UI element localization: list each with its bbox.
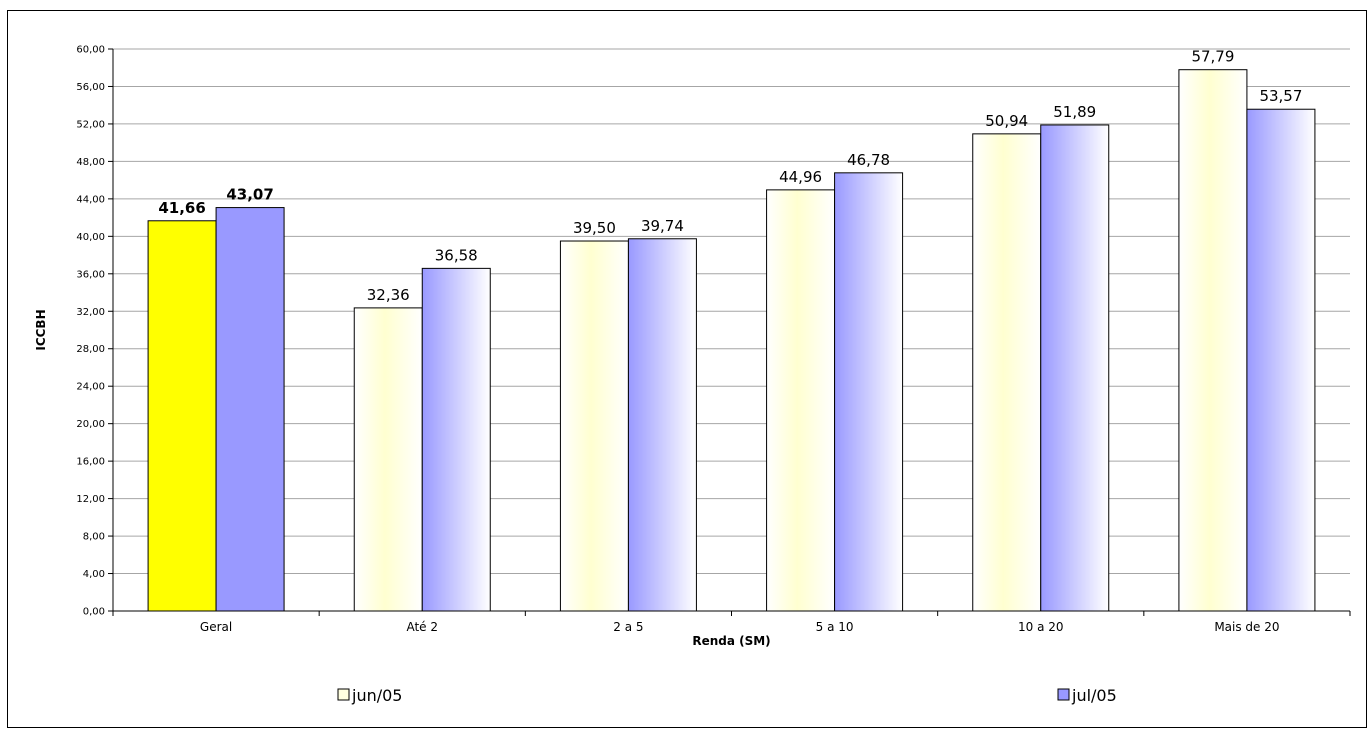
y-tick-label: 56,00 (76, 82, 105, 93)
bar-jun-05-0 (147, 220, 217, 612)
bar-jun-05-2 (559, 240, 629, 612)
x-axis-categories: Geral Até 2 2 a 5 5 a 10 10 a 20 Mais de 20 (112, 611, 1351, 634)
y-tick-label: 28,00 (76, 344, 105, 355)
y-tick-label: 4,00 (83, 569, 105, 580)
data-label: 44,96 (779, 168, 822, 186)
y-tick-label: 32,00 (76, 307, 105, 318)
bar-jul-05-0 (215, 207, 285, 612)
data-label: 53,57 (1259, 87, 1302, 105)
data-label: 39,50 (573, 219, 616, 237)
bar-jun-05-5 (1178, 69, 1248, 612)
y-tick-label: 48,00 (76, 157, 105, 168)
bar-jul-05-5 (1246, 108, 1316, 612)
y-tick-label: 0,00 (83, 607, 105, 618)
bar-jul-05-1 (421, 267, 491, 612)
data-label: 51,89 (1053, 103, 1096, 121)
data-label: 41,66 (158, 199, 205, 217)
legend-swatch-jun-05 (337, 688, 350, 701)
bar-jun-05-1 (353, 307, 423, 612)
y-tick-label: 12,00 (76, 494, 105, 505)
legend-swatch-jul-05 (1057, 688, 1070, 701)
bar-jul-05-2 (627, 238, 697, 612)
y-tick-label: 24,00 (76, 382, 105, 393)
value-labels: 41,66 43,07 32,36 36,58 39,50 39,74 44,96 46,78… (158, 48, 1302, 304)
bar-jul-05-3 (834, 172, 904, 612)
data-label: 50,94 (985, 112, 1028, 130)
y-axis-title: ICCBH (34, 309, 48, 350)
data-label: 57,79 (1191, 48, 1234, 66)
data-label: 36,58 (435, 246, 478, 264)
x-category-label: 5 a 10 (816, 620, 854, 634)
x-category-label: 10 a 20 (1018, 620, 1064, 634)
y-tick-label: 44,00 (76, 194, 105, 205)
bar-jun-05-3 (766, 189, 836, 612)
bar-jun-05-4 (972, 133, 1042, 612)
y-tick-label: 60,00 (76, 45, 105, 56)
y-tick-label: 40,00 (76, 232, 105, 243)
data-label: 32,36 (367, 286, 410, 304)
bars (147, 69, 1316, 612)
legend-label: jun/05 (351, 686, 402, 705)
data-label: 46,78 (847, 151, 890, 169)
y-axis-ticks: 0,00 4,00 8,00 12,00 16,00 20,00 24,00 28,00 32,… (76, 45, 113, 618)
legend: jun/05 jul/05 (337, 686, 1117, 705)
y-tick-label: 20,00 (76, 419, 105, 430)
gridlines (113, 48, 1350, 575)
x-category-label: Mais de 20 (1214, 620, 1279, 634)
x-category-label: 2 a 5 (613, 620, 643, 634)
y-tick-label: 16,00 (76, 457, 105, 468)
y-tick-label: 8,00 (83, 532, 105, 543)
data-label: 43,07 (226, 186, 273, 204)
bar-jul-05-4 (1040, 124, 1110, 612)
x-category-label: Até 2 (406, 620, 438, 634)
legend-label: jul/05 (1071, 686, 1117, 705)
y-tick-label: 52,00 (76, 119, 105, 130)
y-tick-label: 36,00 (76, 269, 105, 280)
data-label: 39,74 (641, 217, 684, 235)
x-axis-title: Renda (SM) (692, 634, 770, 648)
x-category-label: Geral (200, 620, 232, 634)
